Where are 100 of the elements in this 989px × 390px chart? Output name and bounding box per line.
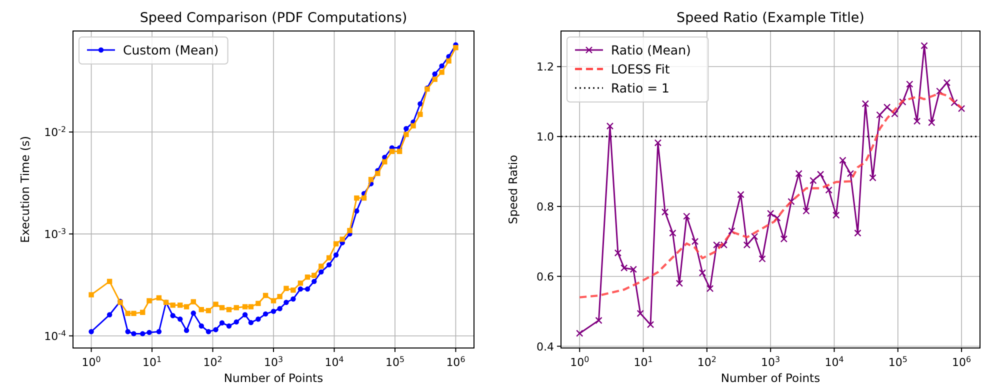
point — [691, 238, 699, 245]
point — [839, 156, 846, 164]
point — [262, 311, 268, 317]
point — [290, 296, 296, 302]
point — [404, 132, 409, 138]
point — [832, 212, 840, 219]
x-tick-label: 10$^{3}$ — [264, 354, 284, 369]
point — [340, 236, 345, 242]
point — [676, 280, 684, 287]
point — [284, 286, 289, 292]
point — [432, 76, 438, 82]
point — [766, 210, 774, 218]
x-tick-label: 10$^{3}$ — [761, 354, 780, 369]
point — [891, 110, 898, 118]
point — [333, 241, 339, 246]
point — [290, 288, 296, 293]
point — [382, 159, 388, 164]
point — [262, 292, 268, 298]
point — [190, 310, 196, 316]
point — [213, 327, 218, 332]
point — [375, 170, 380, 176]
point — [936, 88, 944, 95]
point — [439, 63, 444, 69]
point — [920, 42, 928, 50]
point — [326, 262, 332, 268]
point — [198, 323, 204, 329]
y-tick-label: 10$^{-2}$ — [44, 124, 66, 140]
point — [256, 316, 261, 322]
point — [683, 212, 690, 220]
point — [846, 170, 854, 178]
y-tick-label: 10$^{-4}$ — [44, 328, 66, 343]
point — [234, 305, 239, 310]
point — [698, 269, 706, 276]
point — [156, 329, 162, 334]
point — [170, 313, 176, 318]
x-tick-label: 10$^{2}$ — [697, 354, 716, 369]
point — [825, 186, 832, 194]
y-axis-title: Speed Ratio — [506, 154, 520, 224]
point — [170, 302, 176, 308]
point — [816, 170, 824, 178]
point — [234, 319, 239, 325]
x-tick-label: 10$^{1}$ — [142, 354, 162, 369]
chart-title: Speed Ratio (Example Title) — [676, 10, 864, 26]
x-tick-label: 10$^{6}$ — [952, 354, 972, 369]
point — [326, 255, 332, 260]
x-tick-label: 10$^{6}$ — [446, 354, 466, 369]
point — [654, 139, 662, 146]
point — [958, 104, 966, 112]
point — [178, 316, 183, 322]
point — [226, 323, 232, 329]
point — [854, 229, 862, 237]
point — [453, 45, 458, 50]
y-tick-label: 10$^{-3}$ — [44, 226, 66, 241]
y-tick-label: 0.4 — [536, 340, 554, 354]
point — [646, 320, 654, 328]
point — [728, 227, 736, 235]
x-tick-label: 10$^{0}$ — [82, 354, 101, 369]
x-tick-label: 10$^{2}$ — [203, 354, 222, 369]
point — [219, 305, 225, 310]
x-axis-title: Number of Points — [720, 371, 820, 385]
point — [361, 195, 367, 201]
point — [943, 79, 951, 86]
point — [219, 320, 225, 326]
point — [242, 312, 248, 318]
point — [347, 228, 352, 234]
point — [248, 320, 254, 326]
point — [883, 104, 891, 111]
point — [446, 58, 452, 64]
point — [439, 70, 444, 75]
point — [284, 300, 289, 305]
chart-title: Speed Comparison (PDF Computations) — [140, 10, 408, 26]
y-tick-label: 0.6 — [536, 270, 554, 284]
point — [184, 304, 190, 310]
legend-label: Ratio (Mean) — [611, 42, 691, 58]
point — [277, 306, 282, 312]
point — [743, 241, 751, 248]
y-axis-title: Execution Time (s) — [18, 136, 32, 243]
point — [396, 148, 402, 154]
point — [248, 304, 254, 310]
point — [242, 304, 248, 310]
point — [184, 328, 190, 334]
point — [190, 299, 196, 304]
x-tick-label: 10$^{5}$ — [888, 354, 908, 369]
y-tick-label: 1.2 — [536, 60, 554, 74]
point — [156, 295, 162, 300]
x-axis-title: Number of Points — [224, 371, 324, 385]
point — [869, 174, 876, 182]
point — [418, 112, 423, 117]
y-tick-label: 1.0 — [536, 130, 554, 144]
point — [389, 148, 395, 154]
point — [206, 329, 212, 334]
point — [368, 176, 374, 182]
point — [410, 123, 416, 128]
legend-label: Ratio = 1 — [611, 80, 670, 96]
point — [312, 272, 317, 278]
point — [802, 207, 810, 215]
point — [706, 284, 714, 292]
point — [750, 232, 758, 240]
point — [795, 170, 802, 178]
point — [304, 274, 310, 280]
